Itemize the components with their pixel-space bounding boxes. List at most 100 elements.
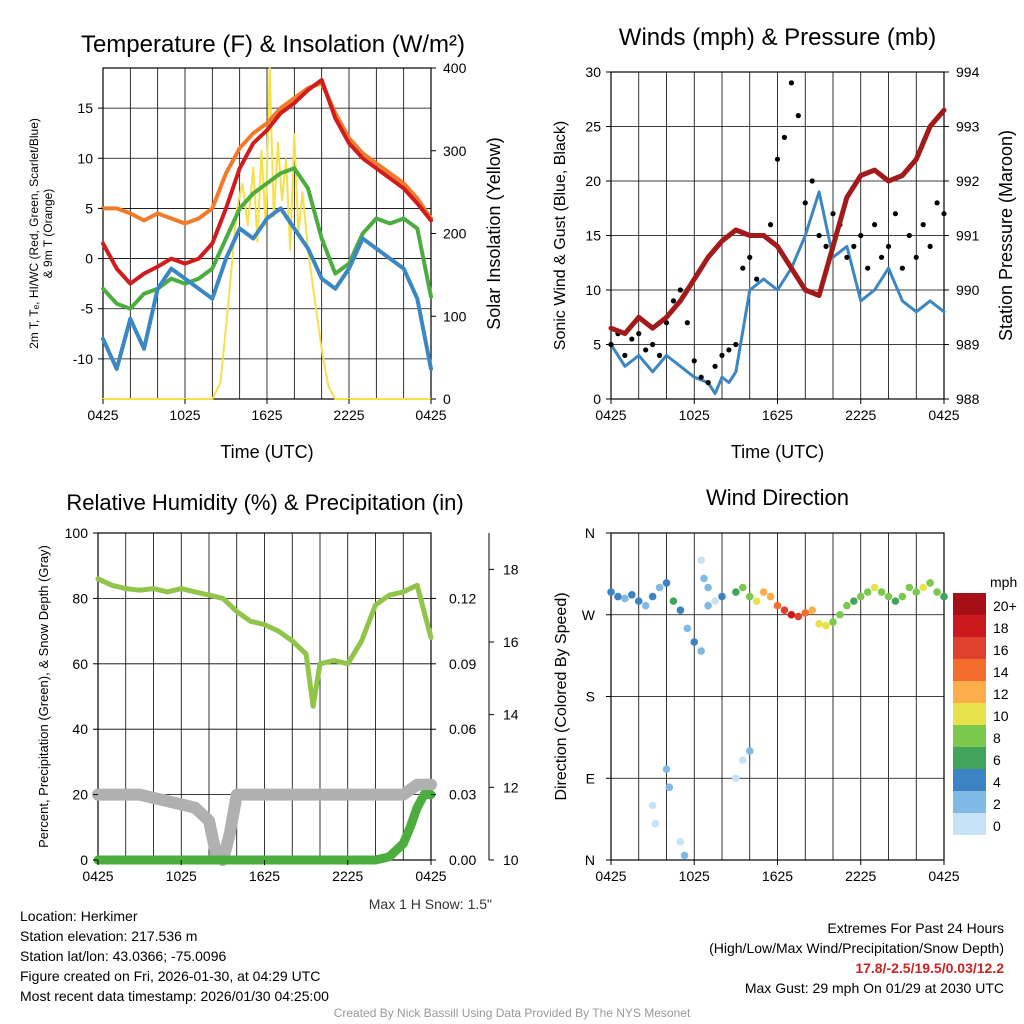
- rh-ytick-snow-label: 18: [503, 561, 519, 577]
- wind-gust-point: [643, 347, 649, 353]
- dir-point: [843, 601, 851, 610]
- dir-point: [877, 588, 886, 596]
- dir-point: [704, 583, 712, 592]
- dir-point: [850, 597, 858, 605]
- dir-point: [815, 620, 823, 628]
- dir-point: [669, 597, 678, 605]
- wind-ytick-label: 30: [585, 64, 601, 80]
- wind-gust-point: [670, 298, 677, 304]
- dir-point: [808, 606, 816, 615]
- wind-gust-point: [934, 200, 940, 206]
- rh-series-snow-depth: [92, 778, 437, 866]
- rh-ytick-precip-label: 0.03: [449, 787, 476, 803]
- credit-line: Created By Nick Bassill Using Data Provi…: [333, 1006, 691, 1020]
- rh-ytick-snow-label: 10: [503, 852, 519, 868]
- wind-ytick-label: 20: [585, 173, 601, 189]
- colorbar-swatch: [953, 813, 986, 835]
- wind-gust-point: [802, 200, 808, 206]
- rh-ytick-label: 20: [72, 787, 88, 803]
- temp-xtick-label: 1625: [251, 407, 282, 423]
- dir-point: [676, 838, 685, 846]
- dir-xtick-label: 0425: [595, 868, 626, 884]
- temp-ylabel-line2: & 9m T (Orange): [41, 189, 55, 279]
- dir-point: [836, 610, 844, 619]
- dir-title: Wind Direction: [706, 485, 849, 510]
- dir-point: [891, 597, 900, 605]
- rh-series-rh: [95, 576, 434, 709]
- wind-gust-point: [740, 265, 746, 271]
- dir-point: [856, 592, 865, 601]
- wind-gust-point: [927, 243, 933, 249]
- station-info: Location: Herkimer Station elevation: 21…: [20, 906, 329, 1006]
- dir-point: [700, 574, 708, 583]
- temp-ytick-label: -5: [81, 301, 94, 317]
- dir-point: [621, 594, 629, 603]
- rh-ytick-precip-label: 0.09: [449, 656, 476, 672]
- rh-ytick-snow-label: 12: [503, 779, 519, 795]
- dir-point: [739, 756, 747, 764]
- dir-point: [752, 597, 761, 605]
- rh-xtick-label: 1025: [166, 868, 197, 884]
- wind-gust-point: [795, 113, 801, 119]
- dir-point: [822, 621, 830, 630]
- wind-xtick-label: 0425: [928, 407, 959, 423]
- dir-point: [870, 583, 879, 592]
- station-location: Location: Herkimer: [20, 908, 138, 924]
- rh-ylabel: Percent, Precipitation (Green), & Snow D…: [36, 545, 51, 848]
- dir-point: [704, 601, 712, 610]
- wind-gust-point: [913, 254, 919, 260]
- temp-xtick-label: 0425: [87, 407, 118, 423]
- temp-ytick-right-label: 400: [443, 60, 467, 76]
- wind-ytick-right-label: 990: [956, 282, 980, 298]
- dir-point: [651, 819, 660, 828]
- extremes-subheading: (High/Low/Max Wind/Precipitation/Snow De…: [709, 940, 1004, 956]
- wind-gust-point: [733, 341, 739, 348]
- dir-point: [773, 601, 782, 610]
- wind-gust-point: [719, 352, 725, 358]
- wind-gust-point: [656, 352, 663, 358]
- wind-gust-point: [941, 211, 947, 217]
- colorbar-swatch: [953, 703, 986, 725]
- dir-point: [607, 588, 615, 596]
- dir-point: [745, 747, 754, 755]
- wind-ytick-right-label: 993: [956, 119, 980, 135]
- wind-gust-point: [691, 358, 697, 364]
- temp-ytick-label: -10: [73, 351, 93, 367]
- dir-point: [919, 583, 927, 592]
- wind-gust-point: [712, 363, 718, 369]
- dir-point: [614, 592, 622, 601]
- wind-gust-point: [872, 222, 878, 228]
- rh-ytick-label: 40: [72, 721, 88, 737]
- rh-ytick-precip-label: 0.06: [449, 721, 476, 737]
- dir-point: [732, 774, 740, 783]
- station-elevation: Station elevation: 217.536 m: [20, 928, 198, 944]
- rh-ytick-label: 0: [80, 852, 88, 868]
- figure-created: Figure created on Fri, 2026-01-30, at 04…: [20, 968, 321, 984]
- temp-ytick-label: 0: [85, 251, 93, 267]
- colorbar-label: 0: [993, 818, 1001, 834]
- wind-gust-point: [636, 331, 642, 337]
- dir-point: [926, 579, 934, 587]
- dir-point: [801, 609, 810, 617]
- colorbar-swatch: [953, 615, 986, 637]
- dir-point: [690, 638, 699, 646]
- dir-point: [829, 618, 837, 626]
- dir-ytick-label: N: [585, 852, 595, 868]
- temp-xlabel: Time (UTC): [220, 442, 313, 462]
- wind-gust-point: [781, 134, 788, 140]
- dir-point: [912, 588, 921, 596]
- dir-point: [697, 556, 705, 565]
- colorbar-label: 10: [993, 708, 1009, 724]
- wind-xtick-label: 1025: [679, 407, 710, 423]
- wind-gust-point: [650, 341, 656, 348]
- extremes-info: Extremes For Past 24 Hours (High/Low/Max…: [709, 918, 1004, 998]
- wind-ylabel-right: Station Pressure (Maroon): [996, 130, 1016, 341]
- dir-point: [905, 583, 914, 592]
- wind-xtick-label: 1625: [762, 407, 793, 423]
- extremes-values: 17.8/-2.5/19.5/0.03/12.2: [855, 960, 1004, 976]
- wind-xlabel: Time (UTC): [731, 442, 824, 462]
- wind-gust-point: [747, 254, 753, 260]
- wind-gust-point: [865, 265, 871, 271]
- wind-gust-point: [906, 232, 912, 239]
- dir-point: [863, 588, 872, 596]
